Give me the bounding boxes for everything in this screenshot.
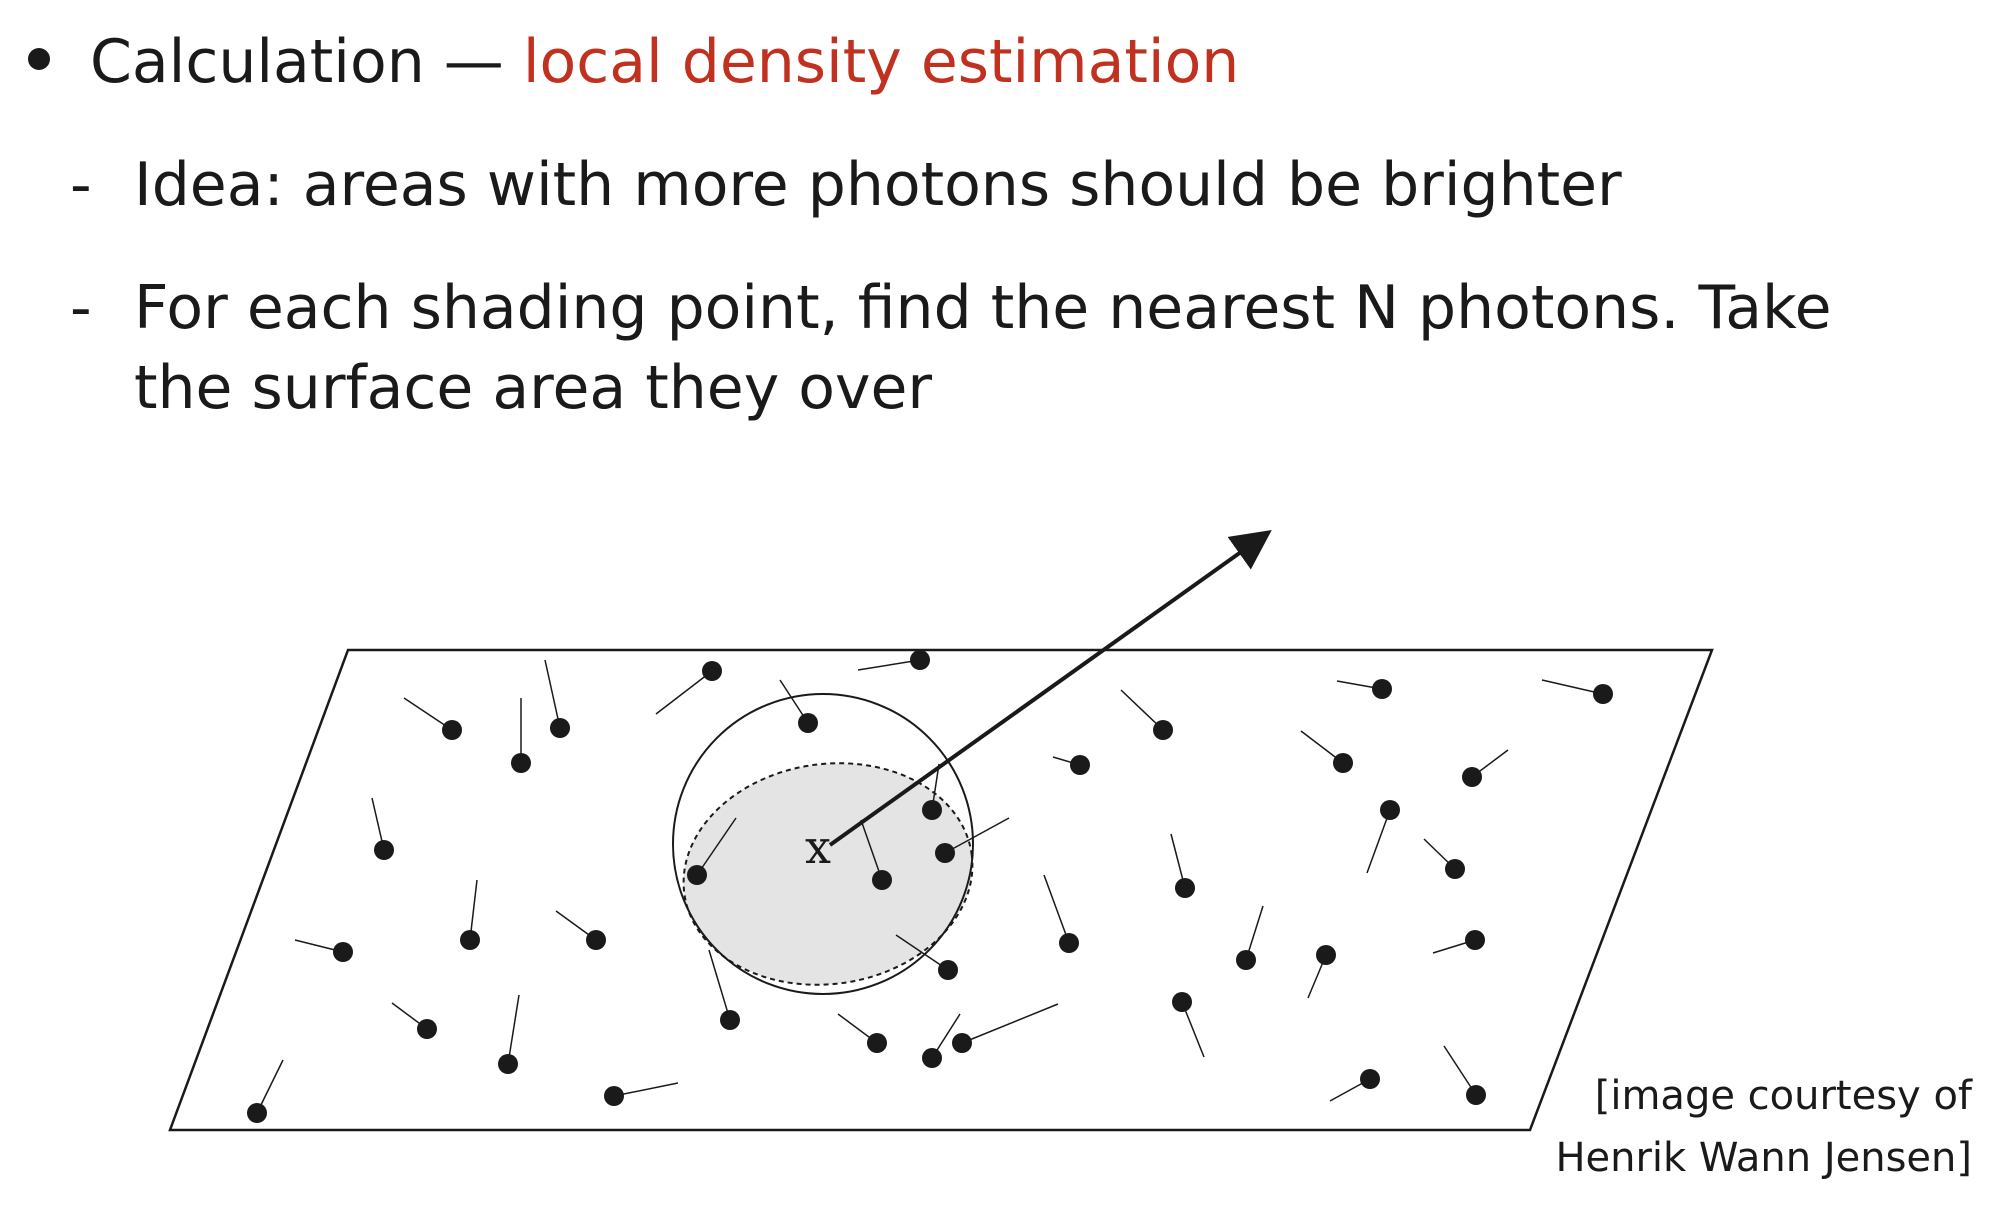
photon-dot	[498, 1054, 518, 1074]
photon-dot	[720, 1010, 740, 1030]
photon-direction-stroke	[1366, 809, 1391, 874]
photon-dot	[1070, 755, 1090, 775]
search-sphere	[672, 693, 974, 995]
bullet-highlight: local density estimation	[522, 27, 1240, 97]
sub-bullet-line-1: For each shading point, find the nearest…	[134, 273, 1832, 343]
photon-dot	[333, 942, 353, 962]
photon-dot	[935, 843, 955, 863]
reflection-arrow	[828, 530, 1272, 847]
photon-dot	[374, 840, 394, 860]
photon-dot	[1465, 930, 1485, 950]
photon-dot	[702, 661, 722, 681]
main-bullet: Calculation — local density estimation	[28, 22, 1239, 102]
photon-dot	[1593, 684, 1613, 704]
image-credit: [image courtesy of Henrik Wann Jensen]	[1555, 1065, 1972, 1189]
photon-direction-stroke	[944, 817, 1010, 854]
photon-dot	[1172, 992, 1192, 1012]
photon-dot	[938, 960, 958, 980]
photon-direction-stroke	[696, 817, 737, 876]
photon-dot	[1153, 720, 1173, 740]
photon-dot	[511, 753, 531, 773]
photon-dot	[910, 650, 930, 670]
photon-dot	[247, 1103, 267, 1123]
photon-dot	[922, 800, 942, 820]
photon-dot	[922, 1048, 942, 1068]
photon-direction-stroke	[857, 659, 921, 671]
photon-direction-stroke	[961, 1003, 1059, 1044]
shading-point-label: x	[805, 820, 831, 874]
photon-dot	[604, 1086, 624, 1106]
photon-direction-stroke	[469, 879, 478, 941]
density-disc	[682, 762, 974, 986]
sub-bullet-line-2: the surface area they over	[134, 353, 933, 423]
photons	[247, 650, 1613, 1123]
dash-icon: -	[70, 273, 92, 343]
photon-dot	[1372, 679, 1392, 699]
sub-bullet-idea: - Idea: areas with more photons should b…	[70, 145, 1622, 225]
photon-dot	[550, 718, 570, 738]
bullet-dot-icon	[28, 48, 50, 71]
credit-line-1: [image courtesy of	[1594, 1073, 1972, 1119]
photon-direction-stroke	[708, 949, 731, 1021]
photon-direction-stroke	[1043, 874, 1070, 944]
photon-dot	[1316, 945, 1336, 965]
photon-direction-stroke	[895, 934, 949, 971]
photon-direction-stroke	[1541, 679, 1604, 695]
photon-dot	[1380, 800, 1400, 820]
bullet-prefix: Calculation —	[90, 27, 523, 97]
sub-bullet-method: - For each shading point, find the neare…	[70, 268, 1832, 428]
photon-direction-stroke	[613, 1082, 679, 1097]
photon-dot	[872, 870, 892, 890]
photon-dot	[417, 1019, 437, 1039]
photon-dot	[586, 930, 606, 950]
photon-dot	[442, 720, 462, 740]
photon-direction-stroke	[507, 994, 520, 1065]
sub-bullet-text: Idea: areas with more photons should be …	[134, 150, 1622, 220]
photon-dot	[798, 713, 818, 733]
photon-dot	[867, 1033, 887, 1053]
dash-icon: -	[70, 150, 92, 220]
photon-dot	[1360, 1069, 1380, 1089]
photon-direction-stroke	[655, 670, 713, 715]
photon-dot	[460, 930, 480, 950]
photon-direction-stroke	[544, 659, 561, 729]
photon-dot	[1059, 933, 1079, 953]
photon-direction-stroke	[860, 819, 883, 881]
credit-line-2: Henrik Wann Jensen]	[1555, 1135, 1972, 1181]
photon-dot	[1236, 950, 1256, 970]
photon-dot	[687, 865, 707, 885]
photon-dot	[1445, 859, 1465, 879]
photon-dot	[1333, 753, 1353, 773]
photon-dot	[1466, 1085, 1486, 1105]
surface-plane	[168, 648, 1714, 1132]
photon-dot	[1175, 878, 1195, 898]
photon-dot	[952, 1033, 972, 1053]
photon-dot	[1462, 767, 1482, 787]
